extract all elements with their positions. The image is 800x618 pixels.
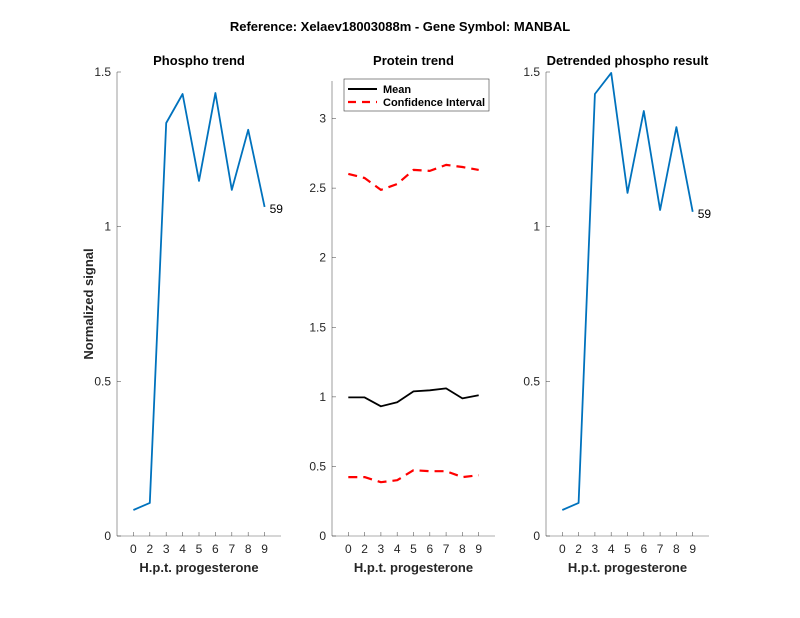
y-tick-label: 1: [533, 220, 540, 234]
x-tick-label: 3: [592, 542, 599, 556]
x-tick-label: 2: [146, 542, 153, 556]
x-tick-label: 0: [130, 542, 137, 556]
figure-title: Reference: Xelaev18003088m - Gene Symbol…: [230, 19, 570, 34]
x-tick-label: 4: [608, 542, 615, 556]
x-tick-label: 0: [559, 542, 566, 556]
y-tick-label: 2.5: [309, 181, 326, 195]
y-tick-label: 3: [319, 112, 326, 126]
panel-title: Protein trend: [373, 53, 454, 68]
series-line-phospho: [133, 92, 266, 511]
y-tick-label: 0: [533, 529, 540, 543]
legend-box: [343, 78, 490, 112]
point-annotation: 59: [698, 207, 712, 221]
x-tick-label: 5: [410, 542, 417, 556]
x-tick-label: 2: [361, 542, 368, 556]
series-line-mean: [348, 387, 479, 408]
x-tick-label: 7: [228, 542, 235, 556]
x-tick-label: 8: [673, 542, 680, 556]
x-tick-label: 3: [378, 542, 385, 556]
x-tick-label: 6: [426, 542, 433, 556]
x-tick-label: 4: [179, 542, 186, 556]
point-annotation: 59: [270, 202, 284, 216]
x-tick-label: 6: [640, 542, 647, 556]
x-tick-label: 0: [345, 542, 352, 556]
y-tick-label: 1.5: [309, 320, 326, 334]
x-tick-label: 7: [443, 542, 450, 556]
x-tick-label: 8: [459, 542, 466, 556]
x-axis-label: H.p.t. progesterone: [568, 560, 687, 575]
x-tick-label: 7: [657, 542, 664, 556]
y-tick-label: 0: [104, 529, 111, 543]
y-tick-label: 2: [319, 251, 326, 265]
y-tick-label: 0.5: [309, 459, 326, 473]
panel-title: Phospho trend: [153, 53, 245, 68]
y-tick-label: 1.5: [523, 65, 540, 79]
x-axis-label: H.p.t. progesterone: [354, 560, 473, 575]
x-tick-label: 9: [261, 542, 268, 556]
series-line-confidence-interval: [348, 163, 479, 191]
x-tick-label: 8: [245, 542, 252, 556]
x-tick-label: 3: [163, 542, 170, 556]
y-tick-label: 1: [104, 220, 111, 234]
x-tick-label: 9: [689, 542, 696, 556]
series-line-detrended: [561, 72, 694, 511]
x-tick-label: 9: [475, 542, 482, 556]
x-tick-label: 2: [575, 542, 582, 556]
y-tick-label: 0.5: [94, 374, 111, 388]
x-tick-label: 4: [394, 542, 401, 556]
series-line-confidence-interval-lower-: [348, 469, 479, 484]
x-axis-label: H.p.t. progesterone: [139, 560, 258, 575]
y-axis-label: Normalized signal: [81, 248, 96, 359]
legend-label: Mean: [383, 84, 411, 96]
x-tick-label: 5: [196, 542, 203, 556]
y-tick-label: 0: [319, 529, 326, 543]
y-tick-label: 1: [319, 390, 326, 404]
y-tick-label: 1.5: [94, 65, 111, 79]
y-tick-label: 0.5: [523, 374, 540, 388]
legend-label: Confidence Interval: [383, 97, 485, 109]
panel-title: Detrended phospho result: [547, 53, 709, 68]
x-tick-label: 5: [624, 542, 631, 556]
x-tick-label: 6: [212, 542, 219, 556]
